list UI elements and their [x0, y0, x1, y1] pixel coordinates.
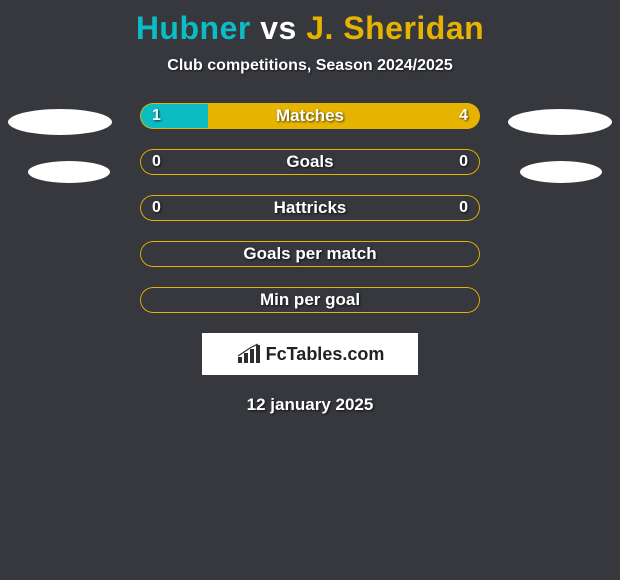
- brand-text: FcTables.com: [266, 344, 385, 365]
- player1-marker-small: [28, 161, 110, 183]
- stat-label: Min per goal: [140, 287, 480, 313]
- player2-marker-small: [520, 161, 602, 183]
- brand-badge: FcTables.com: [202, 333, 418, 375]
- player1-marker-large: [8, 109, 112, 135]
- comparison-body: 14Matches 00Goals 00Hattricks Goals per mat…: [0, 103, 620, 415]
- stat-bar: 14Matches: [140, 103, 480, 129]
- stat-bar: Min per goal: [140, 287, 480, 313]
- stat-label: Matches: [140, 103, 480, 129]
- player1-name: Hubner: [136, 10, 251, 46]
- vs-separator: vs: [251, 10, 306, 46]
- stat-label: Hattricks: [140, 195, 480, 221]
- player2-marker-large: [508, 109, 612, 135]
- stat-bar: Goals per match: [140, 241, 480, 267]
- comparison-title: Hubner vs J. Sheridan: [0, 0, 620, 47]
- player2-name: J. Sheridan: [306, 10, 484, 46]
- stat-bars: 14Matches 00Goals 00Hattricks Goals per mat…: [140, 103, 480, 313]
- footer-date: 12 january 2025: [10, 395, 610, 415]
- stat-label: Goals: [140, 149, 480, 175]
- stat-bar: 00Goals: [140, 149, 480, 175]
- stat-bar: 00Hattricks: [140, 195, 480, 221]
- bar-chart-icon: [236, 343, 262, 365]
- stat-label: Goals per match: [140, 241, 480, 267]
- season-subtitle: Club competitions, Season 2024/2025: [0, 57, 620, 75]
